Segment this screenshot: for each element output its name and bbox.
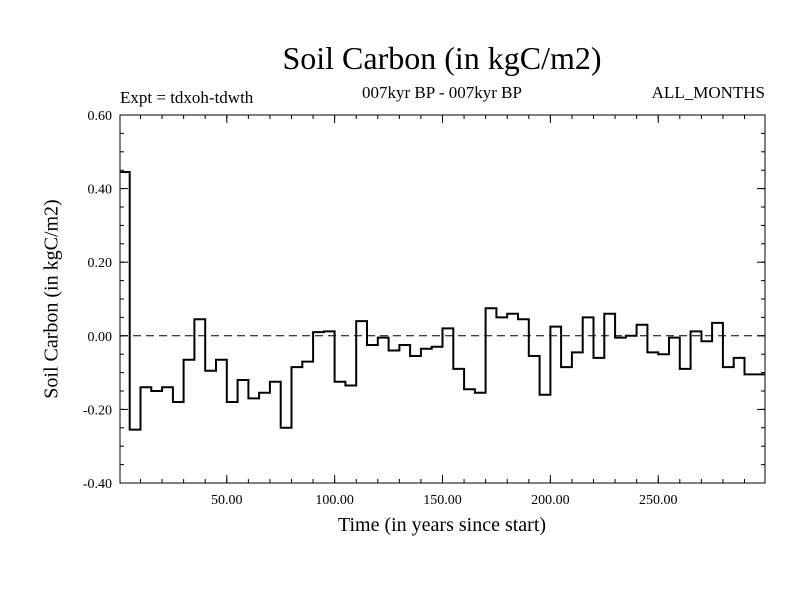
y-tick-label: -0.20 [83, 403, 112, 418]
y-tick-label: 0.00 [88, 330, 113, 345]
x-axis-label: Time (in years since start) [337, 514, 547, 536]
y-tick-label: 0.20 [88, 256, 113, 271]
months-label: ALL_MONTHS [651, 83, 765, 102]
period-label: 007kyr BP - 007kyr BP [362, 83, 522, 102]
plot-frame [119, 114, 766, 484]
x-tick-label: 100.00 [315, 493, 354, 508]
experiment-label: Expt = tdxoh-tdwth [120, 88, 254, 107]
y-tick-label: 0.60 [88, 109, 113, 124]
y-tick-label: 0.40 [88, 183, 113, 198]
x-tick-label: 50.00 [211, 493, 243, 508]
x-tick-label: 200.00 [531, 493, 570, 508]
chart-title: Soil Carbon (in kgC/m2) [282, 40, 602, 76]
y-tick-label: -0.40 [83, 477, 112, 492]
x-tick-label: 150.00 [423, 493, 462, 508]
x-tick-label: 250.00 [639, 493, 678, 508]
soil-carbon-series-line [120, 171, 765, 431]
